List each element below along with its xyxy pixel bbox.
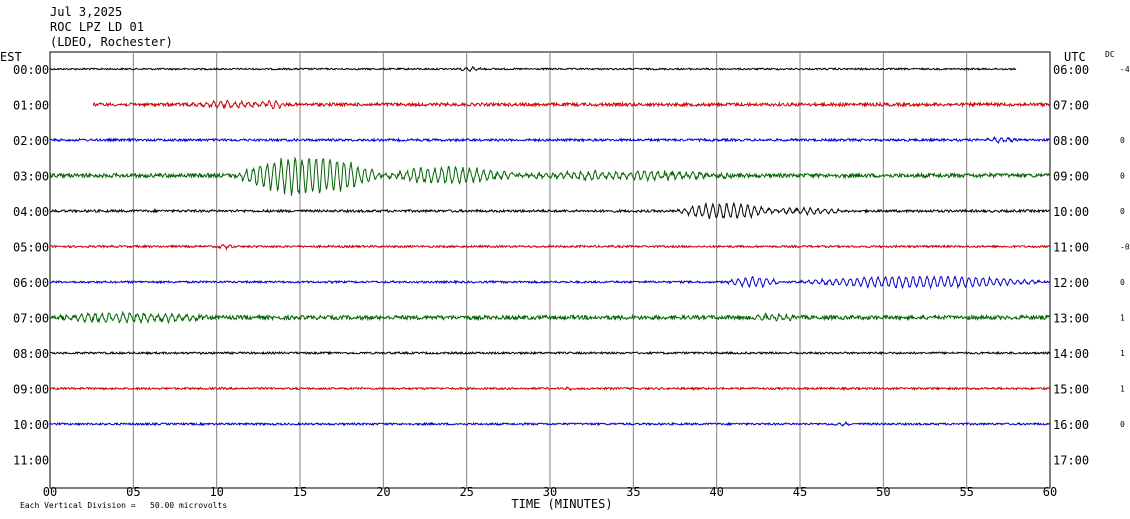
chart-network: (LDEO, Rochester) xyxy=(50,35,173,49)
x-tick-label: 30 xyxy=(543,485,557,499)
left-time-label: 11:00 xyxy=(13,454,49,468)
x-tick-label: 50 xyxy=(876,485,890,499)
trace-line-6 xyxy=(49,274,1050,290)
x-tick-label: 35 xyxy=(626,485,640,499)
right-time-label: 17:00 xyxy=(1053,454,1089,468)
right-time-label: 14:00 xyxy=(1053,347,1089,361)
dc-value: -4 xyxy=(1120,65,1130,74)
left-time-label: 07:00 xyxy=(13,312,49,326)
left-time-label: 08:00 xyxy=(13,347,49,361)
trace-line-8 xyxy=(50,350,1051,356)
plot-grid xyxy=(49,51,1051,489)
x-tick-label: 20 xyxy=(376,485,390,499)
chart-station: ROC LPZ LD 01 xyxy=(50,20,144,34)
x-tick-label: 05 xyxy=(126,485,140,499)
dc-value: 1 xyxy=(1120,314,1125,323)
x-axis-title: TIME (MINUTES) xyxy=(511,497,612,511)
left-time-labels: 00:00 01:00 02:00 03:00 04:00 05:00 06:00 07:00… xyxy=(13,63,49,468)
dc-value: -0 xyxy=(1120,243,1130,252)
dc-values: -4 0 0 0 -0 0 1 1 1 0 xyxy=(1120,65,1130,429)
trace-line-3 xyxy=(49,156,1050,196)
left-time-label: 04:00 xyxy=(13,205,49,219)
trace-line-0 xyxy=(49,65,1017,73)
x-tick-label: 25 xyxy=(459,485,473,499)
scale-note: Each Vertical Division = 50.00 microvolt… xyxy=(20,501,227,510)
trace-line-7 xyxy=(49,310,1050,325)
x-tick-label: 45 xyxy=(793,485,807,499)
x-tick-labels: 00 05 10 15 20 25 30 35 40 45 50 55 60 xyxy=(43,485,1057,499)
right-time-label: 12:00 xyxy=(1053,276,1089,290)
left-time-label: 03:00 xyxy=(13,170,49,184)
chart-date: Jul 3,2025 xyxy=(50,5,122,19)
right-time-label: 10:00 xyxy=(1053,205,1089,219)
trace-line-2 xyxy=(49,136,1050,145)
right-time-label: 06:00 xyxy=(1053,63,1089,77)
x-tick-label: 60 xyxy=(1043,485,1057,499)
left-time-label: 02:00 xyxy=(13,134,49,148)
left-axis-label: EST xyxy=(0,50,22,64)
trace-line-1 xyxy=(92,99,1050,110)
x-tick-label: 10 xyxy=(209,485,223,499)
x-tick-label: 55 xyxy=(959,485,973,499)
right-axis-label: UTC xyxy=(1064,50,1086,64)
right-time-label: 13:00 xyxy=(1053,312,1089,326)
dc-value: 0 xyxy=(1120,420,1125,429)
right-time-labels: 06:00 07:00 08:00 09:00 10:00 11:00 12:00 13:00… xyxy=(1053,63,1089,468)
dc-value: 1 xyxy=(1120,385,1125,394)
right-time-label: 11:00 xyxy=(1053,241,1089,255)
seismic-traces xyxy=(49,65,1051,427)
trace-line-10 xyxy=(49,420,1051,427)
left-time-label: 10:00 xyxy=(13,418,49,432)
left-time-label: 06:00 xyxy=(13,276,49,290)
x-tick-label: 15 xyxy=(293,485,307,499)
trace-line-9 xyxy=(49,386,1051,392)
right-time-label: 07:00 xyxy=(1053,99,1089,113)
right-time-label: 15:00 xyxy=(1053,383,1089,397)
left-time-label: 09:00 xyxy=(13,383,49,397)
dc-value: 0 xyxy=(1120,207,1125,216)
left-time-label: 01:00 xyxy=(13,99,49,113)
x-tick-label: 00 xyxy=(43,485,57,499)
dc-label: DC xyxy=(1105,50,1115,59)
left-time-label: 05:00 xyxy=(13,241,49,255)
trace-line-4 xyxy=(49,201,1050,220)
right-time-label: 16:00 xyxy=(1053,418,1089,432)
dc-value: 1 xyxy=(1120,349,1125,358)
dc-value: 0 xyxy=(1120,172,1125,181)
left-time-label: 00:00 xyxy=(13,63,49,77)
dc-value: 0 xyxy=(1120,136,1125,145)
dc-value: 0 xyxy=(1120,278,1125,287)
trace-line-5 xyxy=(49,243,1050,251)
right-time-label: 09:00 xyxy=(1053,170,1089,184)
x-tick-label: 40 xyxy=(709,485,723,499)
right-time-label: 08:00 xyxy=(1053,134,1089,148)
